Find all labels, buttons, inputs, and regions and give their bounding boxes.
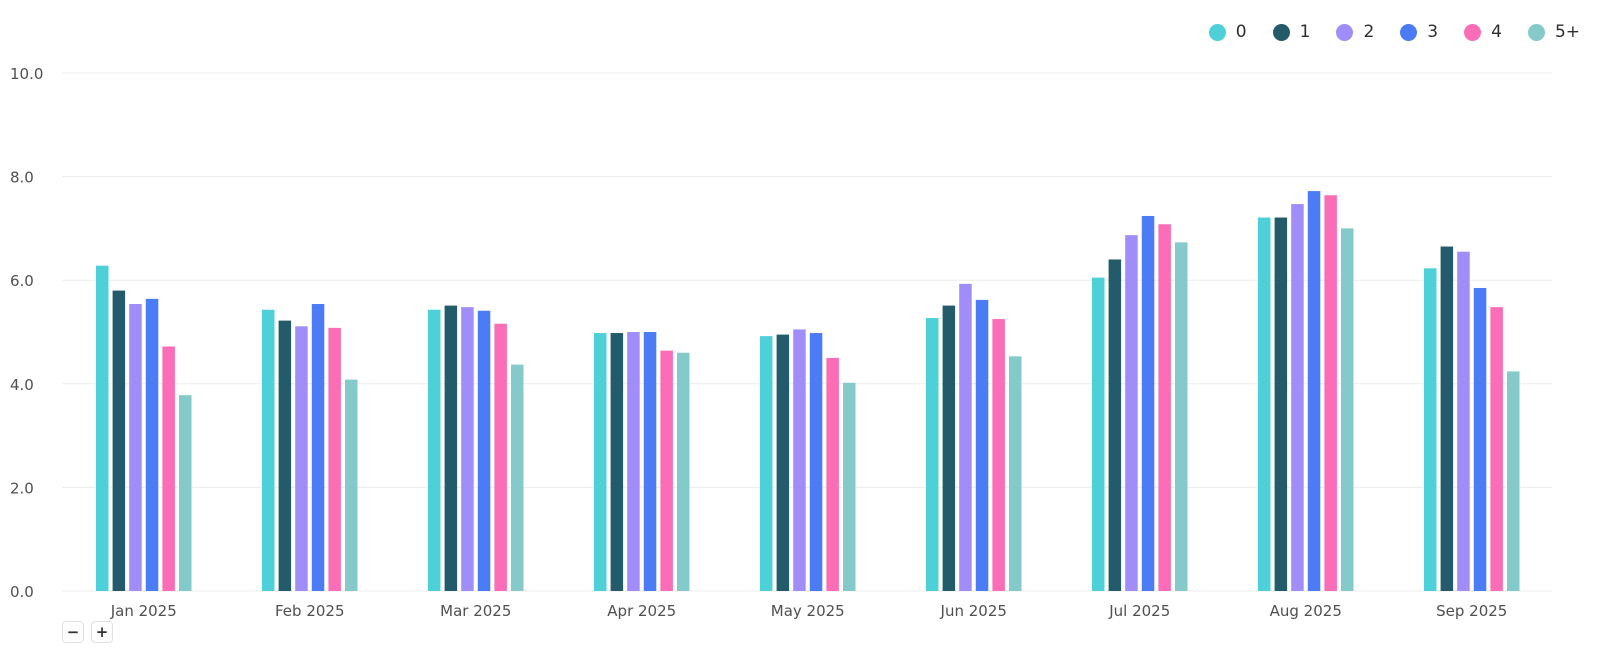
legend-label: 2: [1363, 22, 1375, 42]
legend-dot-icon: [1208, 23, 1226, 41]
bar-7-2[interactable]: [1291, 204, 1304, 591]
bar-6-4[interactable]: [1158, 224, 1171, 592]
bar-4-0[interactable]: [760, 336, 773, 591]
bar-6-5[interactable]: [1175, 242, 1188, 592]
bar-7-1[interactable]: [1274, 217, 1288, 591]
bar-8-1[interactable]: [1440, 246, 1454, 591]
bar-1-1[interactable]: [278, 320, 292, 591]
x-tick-label: Aug 2025: [1270, 602, 1342, 620]
y-tick-label: 2.0: [10, 479, 34, 497]
bar-1-5[interactable]: [345, 379, 358, 591]
bar-6-0[interactable]: [1092, 277, 1105, 591]
bar-5-3[interactable]: [975, 299, 989, 591]
bar-5-0[interactable]: [926, 318, 939, 591]
bar-1-3[interactable]: [311, 304, 325, 591]
bar-0-4[interactable]: [162, 346, 175, 591]
bar-2-2[interactable]: [461, 307, 474, 591]
x-axis-ticks: Jan 2025 Feb 2025 Mar 2025 Apr 2025 May 2025…: [110, 602, 1508, 620]
x-tick-label: Apr 2025: [607, 602, 676, 620]
bar-5-5[interactable]: [1009, 356, 1022, 591]
x-tick-label: Jan 2025: [110, 602, 177, 620]
y-tick-label: 4.0: [10, 376, 34, 394]
legend-label: 3: [1427, 22, 1439, 42]
legend-dot-icon: [1464, 23, 1482, 41]
bar-1-4[interactable]: [328, 327, 341, 591]
x-tick-label: Feb 2025: [275, 602, 345, 620]
legend-item[interactable]: 0: [1208, 22, 1247, 42]
bar-0-5[interactable]: [179, 395, 192, 591]
legend-dot-icon: [1336, 23, 1354, 41]
x-tick-label: Sep 2025: [1436, 602, 1507, 620]
legend-label: 5+: [1554, 22, 1580, 42]
legend-item[interactable]: 3: [1400, 22, 1438, 42]
bar-2-3[interactable]: [477, 310, 491, 591]
y-tick-label: 10.0: [10, 65, 43, 83]
legend-item[interactable]: 4: [1464, 22, 1502, 42]
legend-dot-icon: [1272, 23, 1290, 41]
bar-4-1[interactable]: [776, 334, 790, 591]
bar-3-1[interactable]: [610, 333, 624, 591]
bar-2-5[interactable]: [511, 364, 524, 591]
zoom-out-button[interactable]: −: [62, 621, 84, 643]
legend-label: 1: [1299, 22, 1311, 42]
x-tick-label: May 2025: [771, 602, 845, 620]
legend-label: 0: [1235, 22, 1247, 42]
bar-1-0[interactable]: [262, 309, 275, 591]
bar-4-3[interactable]: [809, 333, 823, 591]
x-tick-label: Mar 2025: [440, 602, 511, 620]
y-axis-ticks: 0.0 2.0 4.0 6.0 8.0 10.0: [10, 65, 43, 601]
bar-7-3[interactable]: [1307, 191, 1321, 591]
bar-8-2[interactable]: [1457, 251, 1470, 591]
bar-3-5[interactable]: [677, 352, 690, 591]
bar-0-1[interactable]: [112, 290, 126, 591]
legend-dot-icon: [1400, 23, 1418, 41]
bar-6-2[interactable]: [1125, 235, 1138, 591]
legend-item[interactable]: 2: [1336, 22, 1374, 42]
bar-7-0[interactable]: [1258, 217, 1271, 591]
x-tick-label: Jun 2025: [940, 602, 1007, 620]
bar-8-0[interactable]: [1424, 268, 1437, 591]
bars: [96, 191, 1520, 592]
bar-3-3[interactable]: [643, 332, 657, 591]
bar-2-4[interactable]: [494, 323, 507, 591]
y-tick-label: 6.0: [10, 272, 34, 290]
bar-5-1[interactable]: [942, 305, 956, 591]
bar-6-3[interactable]: [1141, 215, 1155, 591]
bar-5-4[interactable]: [992, 319, 1005, 591]
bar-3-0[interactable]: [594, 333, 607, 591]
bar-0-2[interactable]: [129, 304, 142, 591]
bar-1-2[interactable]: [295, 326, 308, 591]
bar-6-1[interactable]: [1108, 259, 1122, 591]
y-tick-label: 8.0: [10, 169, 34, 187]
bar-0-0[interactable]: [96, 265, 109, 591]
bar-4-2[interactable]: [793, 329, 806, 591]
zoom-in-button[interactable]: +: [91, 621, 113, 643]
legend-item[interactable]: 5+: [1527, 22, 1580, 42]
bar-3-2[interactable]: [627, 332, 640, 591]
bar-2-0[interactable]: [428, 309, 441, 591]
bar-8-5[interactable]: [1507, 371, 1520, 591]
bar-7-5[interactable]: [1341, 228, 1354, 591]
bar-2-1[interactable]: [444, 305, 458, 591]
legend-label: 4: [1491, 22, 1502, 42]
bar-7-4[interactable]: [1324, 195, 1337, 592]
x-tick-label: Jul 2025: [1108, 602, 1170, 620]
bar-4-4[interactable]: [826, 357, 839, 591]
legend-item[interactable]: 1: [1272, 22, 1311, 42]
bar-8-4[interactable]: [1490, 307, 1503, 591]
bar-8-3[interactable]: [1473, 287, 1487, 591]
bar-4-5[interactable]: [843, 382, 856, 591]
bar-5-2[interactable]: [959, 283, 972, 591]
bar-3-4[interactable]: [660, 350, 673, 591]
y-tick-label: 0.0: [10, 583, 34, 601]
chart-legend: 0 1 2 3 4 5+: [1208, 22, 1580, 42]
bar-0-3[interactable]: [145, 298, 159, 591]
legend-dot-icon: [1527, 23, 1545, 41]
